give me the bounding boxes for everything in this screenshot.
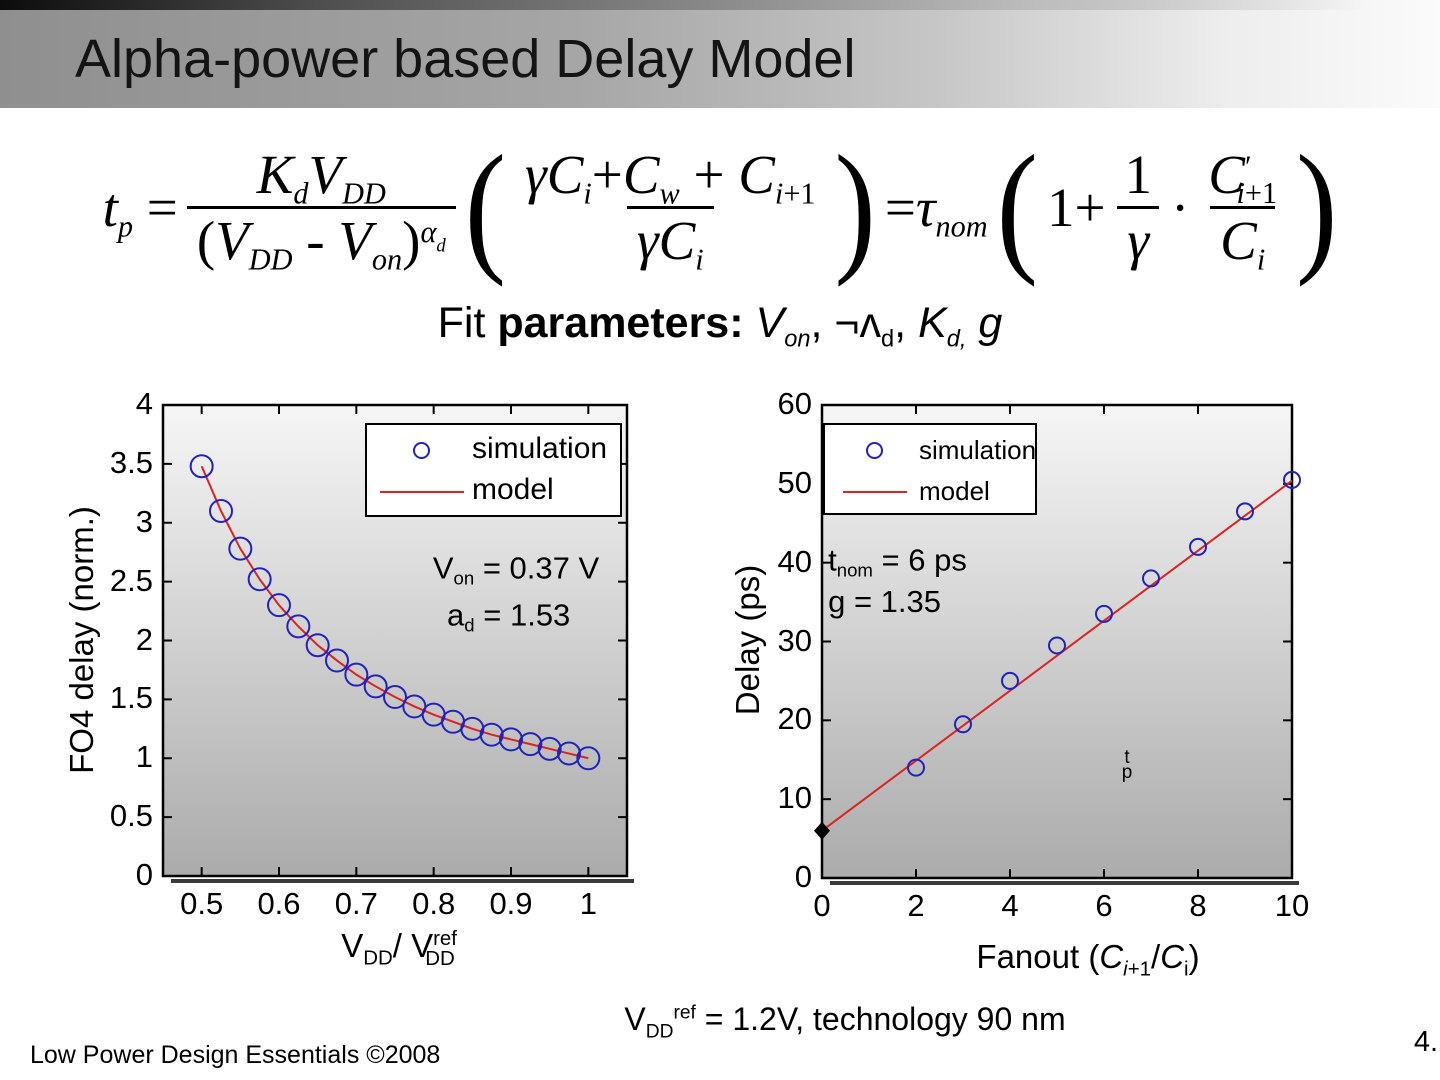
x-tick-label: 0.7 xyxy=(334,886,378,921)
y-tick-label: 10 xyxy=(777,780,812,816)
y-tick-label: 60 xyxy=(777,386,812,421)
fraction3-denominator: γ xyxy=(1117,205,1160,272)
page-number: 4. xyxy=(1413,1026,1438,1058)
x-tick-label: 0.8 xyxy=(412,886,456,921)
banner-top-strip xyxy=(0,0,1440,10)
x-tick-label: 1 xyxy=(579,886,597,921)
equation-lhs: tp = xyxy=(102,176,178,244)
fraction4-denominator: Ci xyxy=(1210,205,1276,274)
technology-note: VDDref = 1.2V, technology 90 nm xyxy=(624,1001,1066,1043)
close-paren: ) xyxy=(1296,125,1338,288)
x-tick-label: 0.6 xyxy=(257,886,301,921)
x-tick-label: 0.9 xyxy=(489,886,533,921)
legend-marker-circle-icon xyxy=(413,442,430,459)
open-paren: ( xyxy=(464,125,507,288)
equation-fraction-3: 1 γ xyxy=(1114,143,1162,272)
open-paren: ( xyxy=(996,125,1038,288)
y-tick-label: 50 xyxy=(777,464,812,500)
y-tick-label: 2 xyxy=(135,621,153,657)
y-tick-label: 0 xyxy=(794,859,812,894)
x-tick-label: 2 xyxy=(907,888,925,923)
delay-model-equation: tp = KdVDD (VDD - Von)αd ( γCi+Cw + Ci+1… xyxy=(20,116,1420,298)
right-annotation: tnom = 6 ps xyxy=(828,542,967,581)
equation-fraction-1: KdVDD (VDD - Von)αd xyxy=(186,143,456,274)
y-tick-label: 40 xyxy=(777,543,812,579)
fraction4-numerator: C′i+1 xyxy=(1208,143,1278,211)
right-legend: simulation model xyxy=(823,423,1037,515)
left-annotation: ad = 1.53 xyxy=(447,597,571,636)
legend-marker-line-icon xyxy=(380,491,464,493)
legend-label: simulation xyxy=(919,434,1037,465)
equation-fraction-2: γCi+Cw + Ci+1 γCi xyxy=(515,143,825,275)
x-tick-label: 0 xyxy=(813,888,831,923)
equation-tau-term: =τnom xyxy=(884,176,988,244)
y-tick-label: 4 xyxy=(135,386,153,421)
y-tick-label: 0 xyxy=(135,857,153,892)
legend-marker-line-icon xyxy=(843,491,907,493)
title-banner xyxy=(0,0,1440,108)
y-tick-label: 3 xyxy=(135,503,153,539)
legend-label: model xyxy=(472,473,554,507)
x-tick-label: 10 xyxy=(1274,888,1310,923)
left-legend: simulation model xyxy=(365,423,622,517)
y-tick-label: 30 xyxy=(777,622,812,658)
x-tick-label: 6 xyxy=(1095,888,1113,923)
y-tick-label: 20 xyxy=(777,701,812,737)
fraction1-denominator: (VDD - Von)αd xyxy=(186,205,456,274)
legend-label: simulation xyxy=(472,432,608,466)
y-tick-label: 1 xyxy=(135,739,153,775)
fraction2-denominator: γCi xyxy=(626,205,714,274)
equation-one-plus: 1+ xyxy=(1046,176,1106,238)
y-tick-label: 2.5 xyxy=(109,562,153,598)
right-annotation: g = 1.35 xyxy=(828,584,942,620)
right-y-axis-label: Delay (ps) xyxy=(729,564,766,716)
fit-parameters-line: Fit parameters: Von, ¬ʌd, Kd, g xyxy=(437,299,1003,353)
right-x-axis-label: Fanout (Ci+1/Ci) xyxy=(976,938,1200,981)
equation-fraction-4: C′i+1 Ci xyxy=(1198,143,1287,275)
y-tick-label: 1.5 xyxy=(109,680,153,716)
y-tick-label: 3.5 xyxy=(109,444,153,480)
footer-book-title: Low Power Design Essentials ©2008 xyxy=(30,1041,441,1069)
x-tick-label: 4 xyxy=(1001,888,1019,923)
x-tick-label: 0.5 xyxy=(180,886,224,921)
close-paren: ) xyxy=(834,125,876,288)
fraction1-numerator: KdVDD xyxy=(256,143,386,211)
slide-title: Alpha-power based Delay Model xyxy=(75,29,856,89)
fraction3-numerator: 1 xyxy=(1124,143,1152,205)
multiplication-dot: · xyxy=(1170,176,1190,238)
y-tick-label: 0.5 xyxy=(109,798,153,834)
x-tick-label: 8 xyxy=(1189,888,1207,923)
left-y-axis-label: FO4 delay (norm.) xyxy=(63,506,100,774)
left-annotation: Von = 0.37 V xyxy=(432,550,600,589)
left-x-axis-label: VDD/ VrefDD xyxy=(341,927,457,970)
legend-marker-circle-icon xyxy=(866,442,883,459)
fraction2-numerator: γCi+Cw + Ci+1 xyxy=(525,143,816,211)
legend-label: model xyxy=(919,475,990,506)
